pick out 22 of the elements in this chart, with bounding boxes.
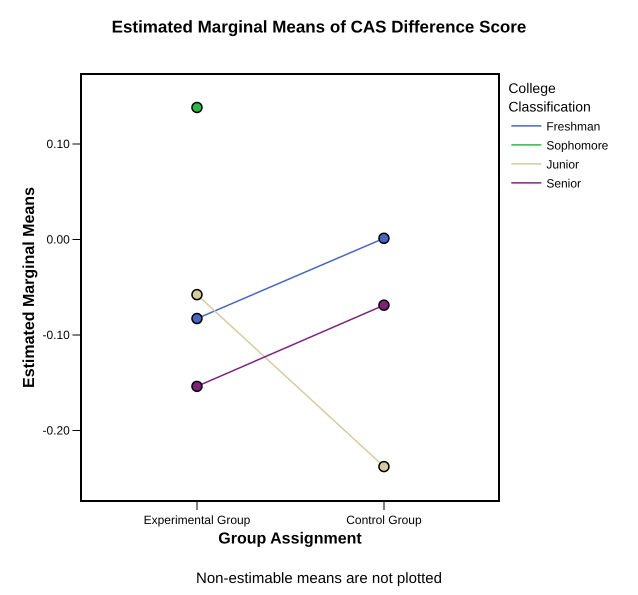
chart-title: Estimated Marginal Means of CAS Difference Score (112, 18, 526, 37)
legend-label: Senior (546, 176, 582, 191)
legend-title: College Classification (508, 80, 591, 114)
y-tick-label: 0.10 (46, 136, 70, 151)
legend-label: Freshman (546, 120, 600, 134)
point (378, 460, 390, 472)
x-axis-title: Group Assignment (218, 530, 362, 548)
point (191, 312, 203, 324)
text: Non-estimable means are not plotted (196, 570, 442, 587)
x-tick-label: Experimental Group (144, 513, 251, 528)
point (191, 288, 203, 300)
point (378, 299, 390, 311)
y-axis-title: Estimated Marginal Means (20, 186, 38, 388)
x-tick-label: Control Group (346, 513, 422, 528)
y-tick-label: -0.10 (42, 328, 70, 342)
point (378, 232, 390, 244)
point (191, 102, 203, 114)
legend-label: Junior (546, 158, 580, 172)
y-tick-label: 0.00 (46, 232, 70, 246)
y-tick-label: -0.20 (42, 423, 70, 438)
legend-label: Sophomore (546, 138, 609, 153)
point (191, 380, 203, 392)
